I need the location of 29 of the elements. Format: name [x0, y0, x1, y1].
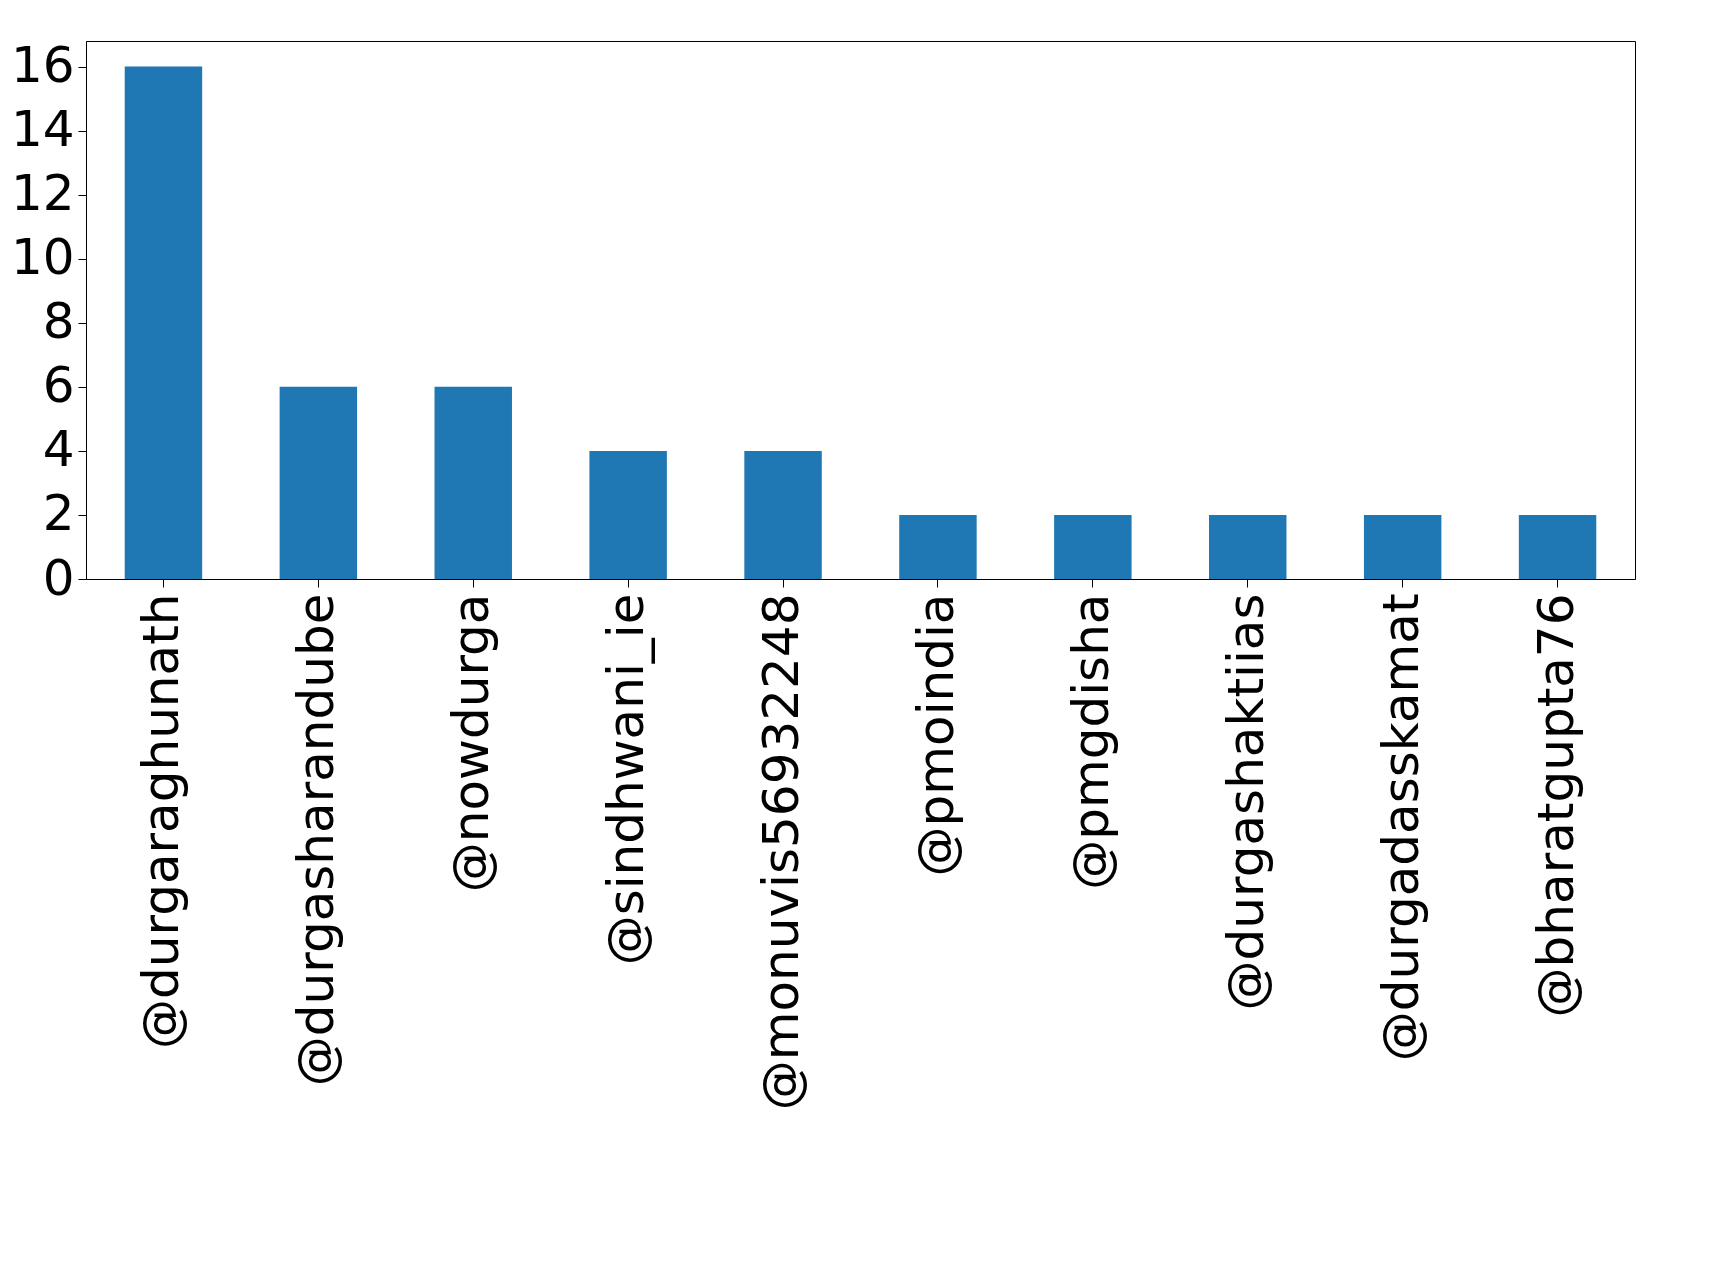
x-tick-label: @pmgdisha [1061, 593, 1120, 890]
y-tick-label: 4 [42, 420, 75, 479]
x-tick-label: @durgaraghunath [132, 593, 191, 1049]
bar [589, 450, 667, 579]
x-tick-label: @pmoindia [906, 593, 965, 877]
y-tick-label: 16 [10, 36, 75, 95]
bar [124, 66, 203, 579]
bar [434, 386, 512, 579]
y-tick-label: 14 [10, 100, 75, 159]
bar [899, 514, 977, 579]
bar [744, 450, 822, 579]
x-tick-label: @durgasharandube [287, 593, 346, 1087]
bar [1518, 514, 1597, 579]
bar [1209, 514, 1287, 579]
y-tick-label: 10 [10, 228, 75, 287]
x-tick-label: @bharatgupta76 [1526, 593, 1585, 1018]
y-tick-label: 2 [42, 484, 75, 543]
bar [1054, 514, 1132, 579]
x-tick-label: @sindhwani_ie [597, 593, 656, 966]
y-tick-label: 12 [10, 164, 75, 223]
y-tick-label: 8 [42, 292, 75, 351]
y-tick-label: 6 [42, 356, 75, 415]
bar [1363, 514, 1442, 579]
x-tick-label: @monuvis56932248 [752, 593, 811, 1111]
y-tick-label: 0 [42, 548, 75, 607]
x-tick-label: @nowdurga [442, 593, 501, 893]
bar [279, 386, 358, 579]
x-tick-label: @durgadasskamat [1371, 593, 1430, 1062]
x-tick-label: @durgashaktiias [1216, 593, 1275, 1011]
